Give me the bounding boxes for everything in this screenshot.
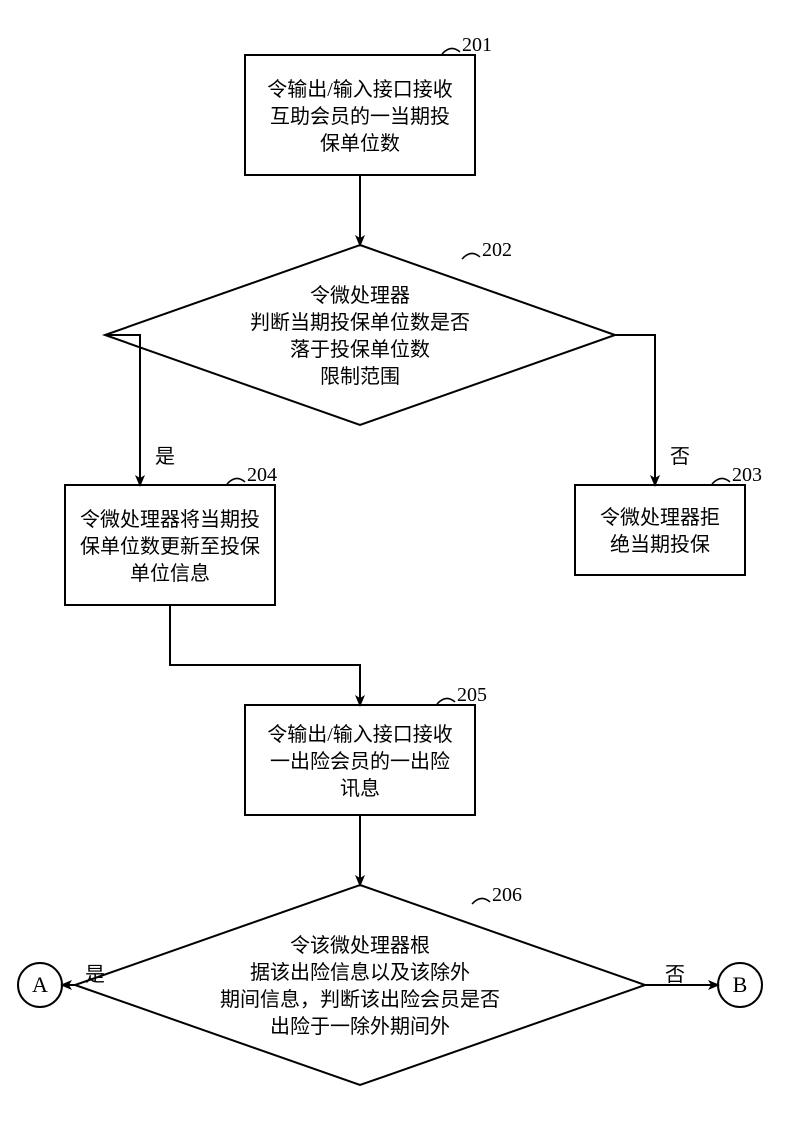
node-ref-n204: 204: [247, 464, 307, 487]
flowchart-canvas: 令输出/输入接口接收互助会员的一当期投保单位数 201 令微处理器判断当期投保单位数…: [0, 0, 800, 1145]
node-ref-n206: 206: [492, 884, 552, 907]
flow-decision-label-n202: 令微处理器判断当期投保单位数是否落于投保单位数限制范围: [80, 281, 640, 393]
node-ref-n201: 201: [462, 34, 522, 57]
flow-decision-label-n206: 令该微处理器根据该出险信息以及该除外期间信息，判断该出险会员是否出险于一除外期间…: [80, 931, 640, 1043]
flow-process-label-n205: 令输出/输入接口接收一出险会员的一出险讯息: [80, 720, 640, 805]
flow-connector-label-nB: B: [718, 963, 762, 1007]
flow-edge-label-n202-n203: 否: [670, 440, 710, 468]
flow-edge-label-n202-n204: 是: [155, 440, 195, 468]
flow-connector-label-nA: A: [18, 963, 62, 1007]
flow-edge-label-n206-nA: 是: [85, 958, 125, 986]
flow-edge-n204-n205: [170, 605, 360, 705]
node-ref-n205: 205: [457, 684, 517, 707]
flow-edge-label-n206-nB: 否: [665, 958, 705, 986]
flow-process-label-n201: 令输出/输入接口接收互助会员的一当期投保单位数: [80, 75, 640, 160]
node-ref-n202: 202: [482, 239, 542, 262]
flow-process-label-n204: 令微处理器将当期投保单位数更新至投保单位信息: [0, 505, 450, 590]
node-ref-n203: 203: [732, 464, 792, 487]
